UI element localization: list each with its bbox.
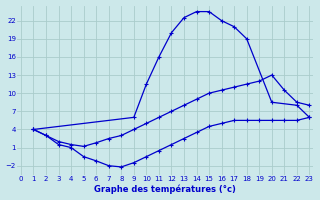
- X-axis label: Graphe des températures (°c): Graphe des températures (°c): [94, 185, 236, 194]
